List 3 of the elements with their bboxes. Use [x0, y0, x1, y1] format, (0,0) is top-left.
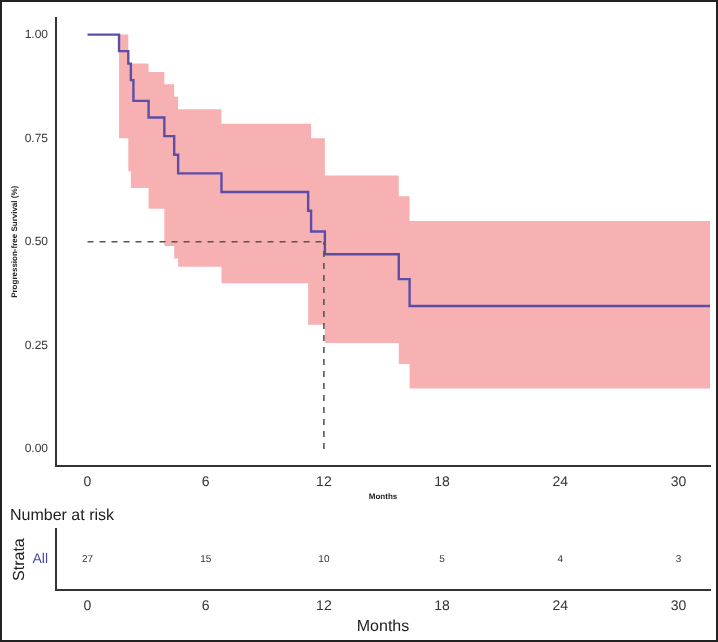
y-axis-title: Strata: [10, 537, 29, 581]
x-axis-title: Months: [356, 616, 410, 635]
chart-title: Number at risk: [10, 506, 117, 525]
